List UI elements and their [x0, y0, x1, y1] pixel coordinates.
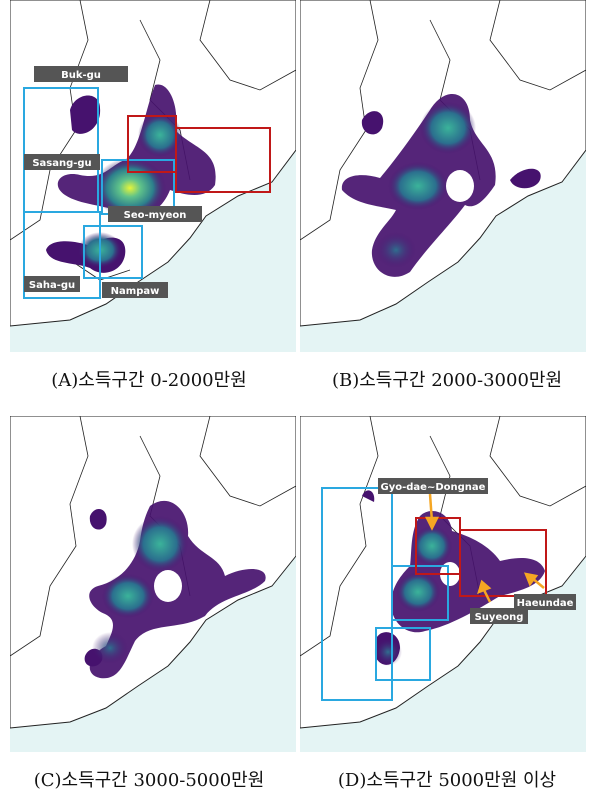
caption-c: (C)소득구간 3000-5000만원 [33, 770, 265, 791]
caption-a: (A)소득구간 0-2000만원 [51, 370, 247, 391]
density-blobs [84, 500, 266, 679]
label-gyodae-dongnae: Gyo-dae~Dongnae [381, 482, 486, 493]
label-buk-gu: Buk-gu [61, 70, 101, 81]
box-blue-center [391, 565, 449, 621]
caption-d: (D)소득구간 5000만원 이상 [337, 770, 557, 791]
label-suyeong: Suyeong [475, 612, 524, 623]
label-haeundae: Haeundae [517, 598, 574, 609]
label-nampaw: Nampaw [111, 286, 160, 297]
box-red-2 [175, 127, 271, 193]
label-sasang-gu: Sasang-gu [32, 158, 91, 169]
box-saha-gu [23, 211, 101, 299]
box-nampaw [83, 225, 143, 279]
density-blobs [341, 93, 541, 277]
map-panel-c [10, 416, 296, 752]
label-seo-myeon: Seo-myeon [124, 210, 187, 221]
box-red-haeundae [459, 529, 547, 597]
map-panel-a: Buk-gu Sasang-gu Seo-myeon Saha-gu Nampa… [10, 0, 296, 352]
map-panel-b [300, 0, 586, 352]
map-panel-d: Gyo-dae~Dongnae Haeundae Suyeong [300, 416, 586, 752]
box-blue-south [375, 627, 431, 681]
label-saha-gu: Saha-gu [29, 280, 75, 291]
caption-b: (B)소득구간 2000-3000만원 [331, 370, 563, 391]
